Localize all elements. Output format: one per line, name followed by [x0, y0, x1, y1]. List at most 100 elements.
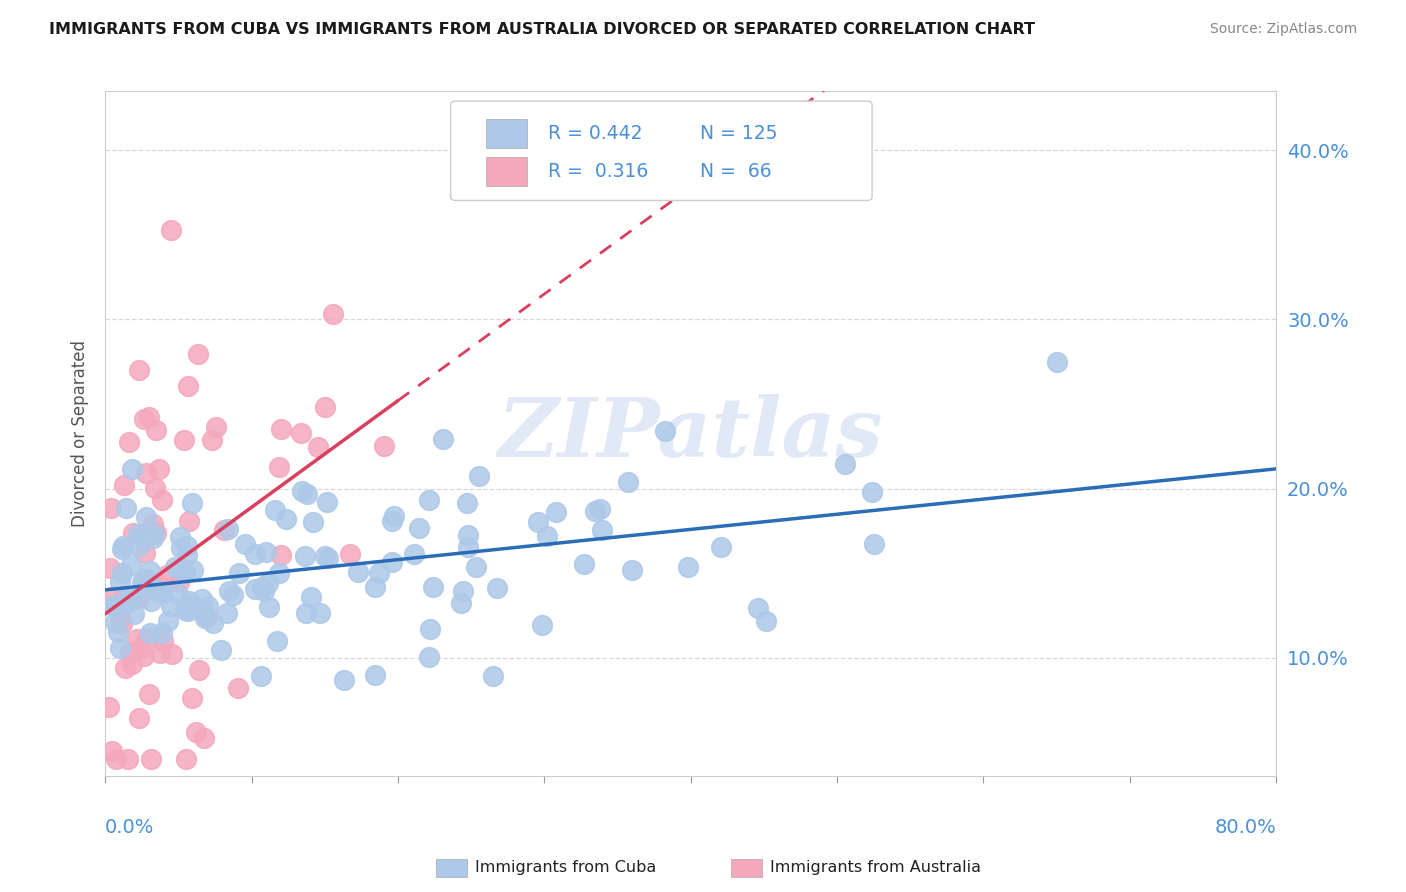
- Text: N =  66: N = 66: [700, 162, 772, 181]
- Point: [299, 590, 322, 604]
- Point: [98, 700, 121, 714]
- Point: [468, 468, 491, 483]
- Point: [316, 551, 339, 566]
- Point: [235, 537, 257, 551]
- Point: [574, 558, 596, 572]
- Point: [191, 604, 214, 618]
- Point: [136, 631, 159, 645]
- Point: [176, 539, 198, 553]
- Point: [527, 515, 550, 529]
- Point: [111, 591, 134, 606]
- Point: [122, 592, 145, 607]
- Point: [432, 432, 454, 446]
- Point: [128, 591, 150, 605]
- Point: [111, 566, 134, 580]
- Point: [132, 572, 155, 586]
- Point: [135, 509, 157, 524]
- Point: [408, 521, 430, 535]
- Point: [173, 433, 195, 447]
- Point: [142, 516, 165, 531]
- Point: [145, 526, 167, 541]
- Point: [544, 505, 567, 519]
- Point: [194, 611, 217, 625]
- Point: [536, 529, 558, 543]
- Point: [254, 544, 277, 558]
- Point: [128, 363, 150, 377]
- Point: [184, 724, 207, 739]
- Point: [368, 566, 391, 581]
- Point: [160, 599, 183, 614]
- Point: [150, 492, 173, 507]
- Point: [591, 524, 613, 538]
- Point: [142, 582, 165, 597]
- Point: [174, 752, 197, 766]
- Point: [100, 500, 122, 515]
- Point: [118, 434, 141, 449]
- Point: [143, 481, 166, 495]
- Point: [100, 590, 122, 604]
- Point: [162, 647, 184, 661]
- Point: [315, 549, 337, 563]
- Point: [193, 731, 215, 745]
- Point: [418, 493, 440, 508]
- Point: [127, 526, 149, 541]
- Point: [530, 617, 553, 632]
- Point: [214, 523, 236, 537]
- Point: [180, 496, 202, 510]
- Point: [1046, 354, 1069, 368]
- Point: [179, 515, 201, 529]
- Point: [111, 617, 134, 632]
- Point: [149, 646, 172, 660]
- Point: [243, 547, 266, 561]
- Point: [148, 461, 170, 475]
- Point: [209, 642, 232, 657]
- Point: [108, 640, 131, 655]
- Point: [205, 420, 228, 434]
- Point: [218, 583, 240, 598]
- Point: [422, 580, 444, 594]
- Bar: [485, 119, 527, 148]
- Point: [146, 583, 169, 598]
- Point: [457, 528, 479, 542]
- Point: [195, 610, 218, 624]
- Point: [114, 661, 136, 675]
- Point: [202, 616, 225, 631]
- Point: [181, 691, 204, 706]
- Point: [134, 546, 156, 560]
- Text: R = 0.442: R = 0.442: [548, 124, 643, 143]
- Point: [364, 668, 387, 682]
- Point: [173, 603, 195, 617]
- Text: IMMIGRANTS FROM CUBA VS IMMIGRANTS FROM AUSTRALIA DIVORCED OR SEPARATED CORRELAT: IMMIGRANTS FROM CUBA VS IMMIGRANTS FROM …: [49, 22, 1035, 37]
- Point: [145, 423, 167, 437]
- Point: [176, 549, 198, 563]
- Point: [180, 598, 202, 612]
- Point: [135, 466, 157, 480]
- Point: [314, 400, 336, 414]
- Point: [139, 594, 162, 608]
- Point: [404, 547, 426, 561]
- Point: [710, 540, 733, 554]
- Point: [183, 563, 205, 577]
- Point: [465, 560, 488, 574]
- Point: [266, 634, 288, 648]
- Point: [188, 663, 211, 677]
- Point: [250, 669, 273, 683]
- Point: [104, 752, 127, 766]
- Point: [104, 615, 127, 630]
- Point: [139, 564, 162, 578]
- Point: [101, 599, 124, 613]
- Point: [142, 531, 165, 545]
- Point: [381, 555, 404, 569]
- Point: [152, 633, 174, 648]
- Point: [201, 433, 224, 447]
- Point: [122, 607, 145, 621]
- Point: [114, 501, 136, 516]
- Point: [253, 584, 276, 599]
- Text: Source: ZipAtlas.com: Source: ZipAtlas.com: [1209, 22, 1357, 37]
- FancyBboxPatch shape: [450, 101, 872, 201]
- Point: [418, 650, 440, 665]
- Point: [228, 566, 250, 581]
- Point: [456, 496, 478, 510]
- Point: [150, 585, 173, 599]
- Text: N = 125: N = 125: [700, 124, 778, 143]
